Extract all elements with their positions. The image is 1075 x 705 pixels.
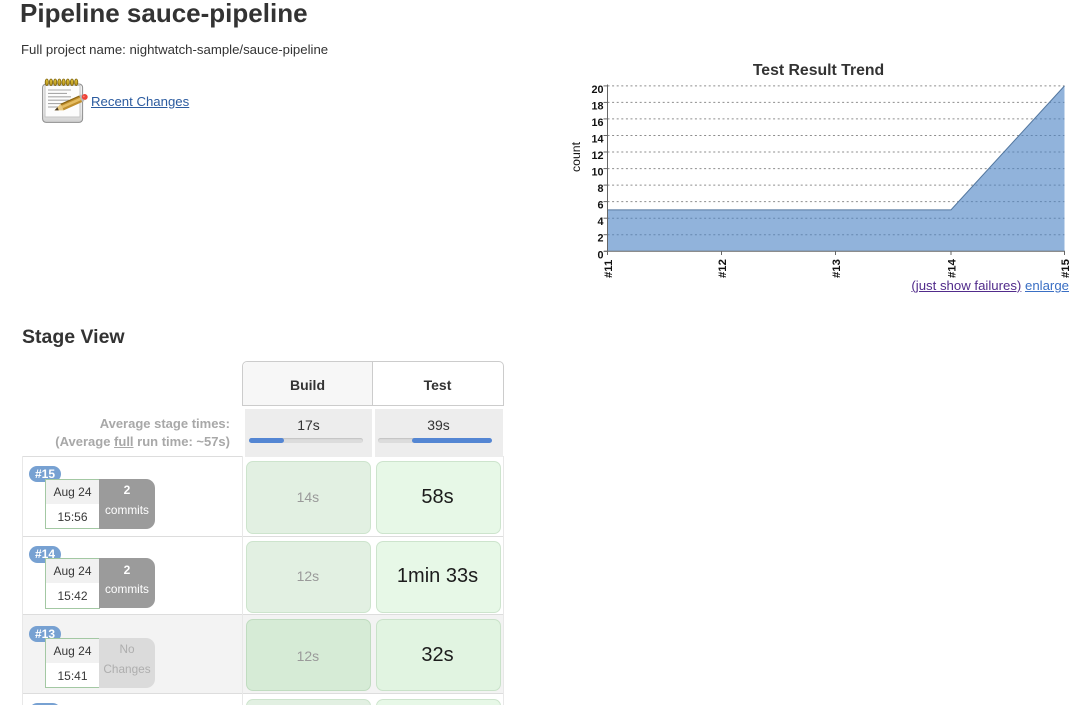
svg-text:4: 4 bbox=[597, 216, 603, 228]
svg-text:2: 2 bbox=[597, 233, 603, 245]
svg-text:#11: #11 bbox=[603, 260, 615, 278]
svg-text:8: 8 bbox=[597, 183, 603, 195]
svg-text:14: 14 bbox=[591, 134, 603, 146]
svg-text:Test Result Trend: Test Result Trend bbox=[753, 62, 884, 79]
svg-text:#12: #12 bbox=[717, 259, 729, 278]
svg-text:20: 20 bbox=[591, 84, 603, 96]
svg-text:18: 18 bbox=[591, 100, 603, 112]
svg-text:#15: #15 bbox=[1060, 259, 1072, 278]
svg-text:16: 16 bbox=[591, 117, 603, 129]
svg-text:0: 0 bbox=[597, 249, 603, 261]
svg-text:6: 6 bbox=[597, 200, 603, 212]
svg-text:#13: #13 bbox=[831, 259, 843, 278]
svg-text:10: 10 bbox=[591, 167, 603, 179]
svg-text:count: count bbox=[569, 141, 583, 172]
svg-text:#14: #14 bbox=[947, 258, 959, 278]
svg-text:12: 12 bbox=[591, 150, 603, 162]
